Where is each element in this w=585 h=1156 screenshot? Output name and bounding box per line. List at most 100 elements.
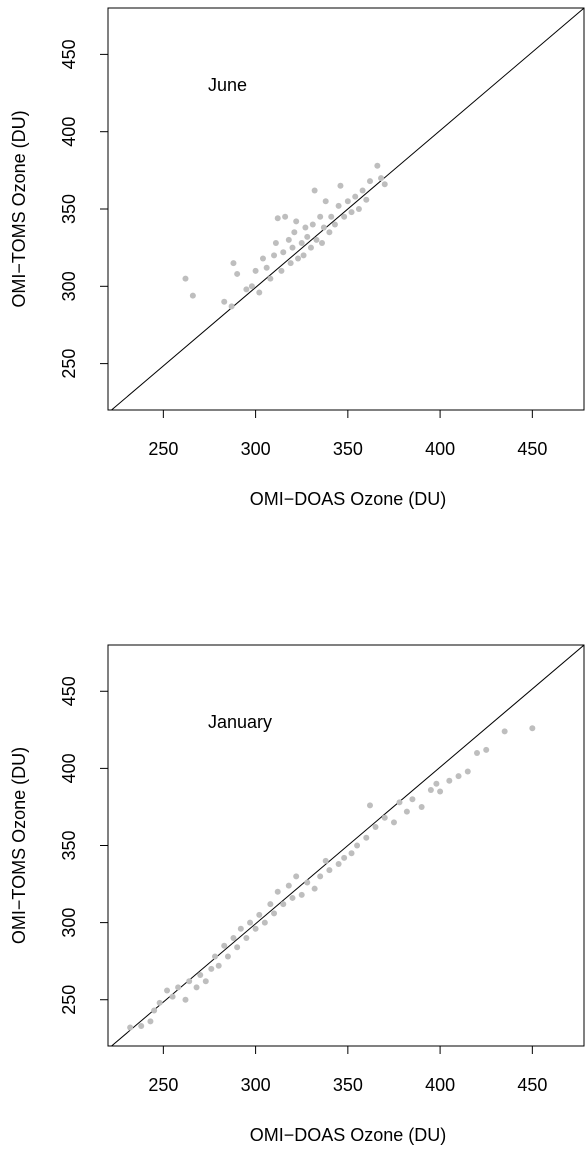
point xyxy=(156,999,163,1006)
point xyxy=(234,944,241,951)
point xyxy=(335,202,342,209)
point xyxy=(285,882,292,889)
point xyxy=(313,236,320,243)
point xyxy=(396,799,403,806)
point xyxy=(328,213,335,220)
point xyxy=(256,289,263,296)
point xyxy=(267,901,274,908)
point xyxy=(427,786,434,793)
point xyxy=(348,850,355,857)
point xyxy=(433,780,440,787)
point xyxy=(337,182,344,189)
annotation: January xyxy=(208,712,272,732)
point xyxy=(274,888,281,895)
x-tick-label: 450 xyxy=(517,439,547,459)
point xyxy=(208,965,215,972)
point xyxy=(263,264,270,271)
point xyxy=(381,181,388,188)
point xyxy=(189,292,196,299)
point xyxy=(221,942,228,949)
point xyxy=(298,240,305,247)
y-tick-label: 250 xyxy=(59,985,79,1015)
point xyxy=(278,267,285,274)
point xyxy=(212,953,219,960)
point xyxy=(293,873,300,880)
x-tick-label: 300 xyxy=(241,1075,271,1095)
point xyxy=(234,270,241,277)
point xyxy=(359,187,366,194)
point xyxy=(366,802,373,809)
y-tick-label: 450 xyxy=(59,676,79,706)
point xyxy=(289,244,296,251)
point xyxy=(322,198,329,205)
point xyxy=(215,962,222,969)
x-axis-title: OMI−DOAS Ozone (DU) xyxy=(250,1125,447,1145)
point xyxy=(331,221,338,228)
point xyxy=(247,919,254,926)
y-axis-title: OMI−TOMS Ozone (DU) xyxy=(9,747,29,944)
point xyxy=(169,993,176,1000)
point xyxy=(319,240,326,247)
point xyxy=(186,978,193,985)
x-tick-label: 250 xyxy=(148,1075,178,1095)
x-tick-label: 400 xyxy=(425,1075,455,1095)
point xyxy=(341,854,348,861)
plot-frame xyxy=(107,7,585,411)
x-tick-label: 400 xyxy=(425,439,455,459)
x-tick-label: 350 xyxy=(333,1075,363,1095)
point xyxy=(322,857,329,864)
point xyxy=(182,275,189,282)
point xyxy=(317,213,324,220)
point xyxy=(280,249,287,256)
y-tick-label: 350 xyxy=(59,194,79,224)
y-tick-label: 450 xyxy=(59,39,79,69)
point xyxy=(243,935,250,942)
point xyxy=(267,275,274,282)
point xyxy=(197,972,204,979)
point xyxy=(483,746,490,753)
point xyxy=(138,1022,145,1029)
y-tick-label: 300 xyxy=(59,908,79,938)
x-axis-title: OMI−DOAS Ozone (DU) xyxy=(250,489,447,509)
point xyxy=(455,773,462,780)
point xyxy=(151,1007,158,1014)
point xyxy=(202,978,209,985)
point xyxy=(311,187,318,194)
point xyxy=(363,196,370,203)
point xyxy=(182,996,189,1003)
point xyxy=(302,224,309,231)
point xyxy=(374,162,381,169)
point xyxy=(127,1024,134,1031)
point xyxy=(221,298,228,305)
point xyxy=(175,984,182,991)
y-tick-label: 400 xyxy=(59,753,79,783)
point xyxy=(272,240,279,247)
point xyxy=(193,984,200,991)
point xyxy=(298,891,305,898)
point xyxy=(304,879,311,886)
annotation: June xyxy=(208,75,247,95)
point xyxy=(282,213,289,220)
point xyxy=(230,935,237,942)
point xyxy=(341,213,348,220)
point xyxy=(304,233,311,240)
point xyxy=(309,221,316,228)
point xyxy=(390,819,397,826)
point xyxy=(248,283,255,290)
point xyxy=(307,244,314,251)
point xyxy=(295,255,302,262)
point xyxy=(285,236,292,243)
point xyxy=(418,803,425,810)
x-tick-label: 250 xyxy=(148,439,178,459)
point xyxy=(501,728,508,735)
point xyxy=(464,768,471,775)
point xyxy=(280,901,287,908)
y-tick-label: 400 xyxy=(59,117,79,147)
point xyxy=(271,910,278,917)
point xyxy=(261,919,268,926)
point xyxy=(243,286,250,293)
point xyxy=(252,925,259,932)
x-tick-label: 300 xyxy=(241,439,271,459)
x-tick-label: 450 xyxy=(517,1075,547,1095)
